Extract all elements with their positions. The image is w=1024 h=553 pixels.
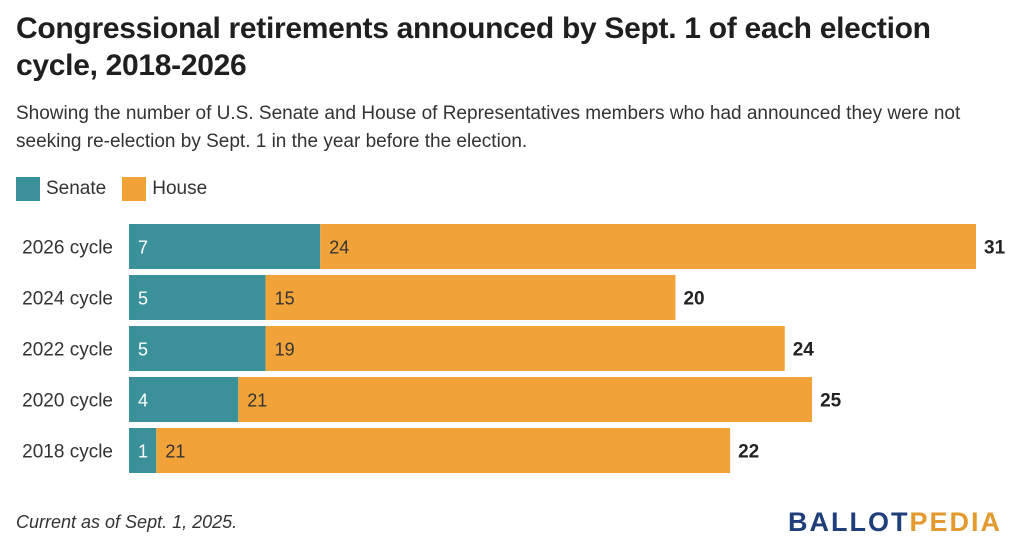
legend: Senate House <box>16 176 223 202</box>
category-label: 2018 cycle <box>22 442 113 463</box>
bar-senate <box>129 224 321 269</box>
category-label: 2020 cycle <box>22 391 113 412</box>
bar-house <box>156 428 731 473</box>
legend-item-senate: Senate <box>16 177 106 201</box>
legend-label-senate: Senate <box>46 178 107 199</box>
data-label-senate: 4 <box>138 391 148 411</box>
legend-swatch-house <box>122 177 147 201</box>
bar-house <box>265 326 785 371</box>
data-label-senate: 1 <box>138 442 148 462</box>
legend-item-house: House <box>122 177 207 201</box>
data-label-house: 15 <box>275 289 295 309</box>
category-label: 2024 cycle <box>22 289 113 310</box>
bar-house <box>320 224 976 269</box>
logo-part-1: BALLOT <box>787 507 910 537</box>
total-label: 25 <box>820 391 842 412</box>
category-label: 2026 cycle <box>22 238 113 259</box>
data-label-house: 24 <box>329 238 349 258</box>
logo-part-2: PEDIA <box>909 507 1002 537</box>
ballotpedia-logo: BALLOTPEDIA <box>788 507 1002 538</box>
bar-house <box>238 377 813 422</box>
footnote: Current as of Sept. 1, 2025. <box>16 512 238 532</box>
bar-senate <box>129 428 157 473</box>
chart-subtitle: Showing the number of U.S. Senate and Ho… <box>16 103 961 152</box>
data-label-house: 21 <box>165 442 185 462</box>
data-label-house: 19 <box>275 340 295 360</box>
data-label-senate: 7 <box>138 238 148 258</box>
total-label: 22 <box>738 442 759 463</box>
total-label: 24 <box>793 340 815 361</box>
legend-swatch-senate <box>16 177 40 201</box>
data-label-senate: 5 <box>138 340 148 360</box>
data-label-senate: 5 <box>138 289 148 309</box>
bar-senate <box>129 326 266 371</box>
data-label-house: 21 <box>247 391 267 411</box>
total-label: 20 <box>683 289 704 310</box>
category-label: 2022 cycle <box>22 340 113 361</box>
bar-senate <box>129 275 266 320</box>
legend-label-house: House <box>152 178 208 199</box>
bar-senate <box>129 377 239 422</box>
bar-house <box>265 275 676 320</box>
chart-title: Congressional retirements announced by S… <box>16 12 931 82</box>
total-label: 31 <box>984 238 1006 259</box>
